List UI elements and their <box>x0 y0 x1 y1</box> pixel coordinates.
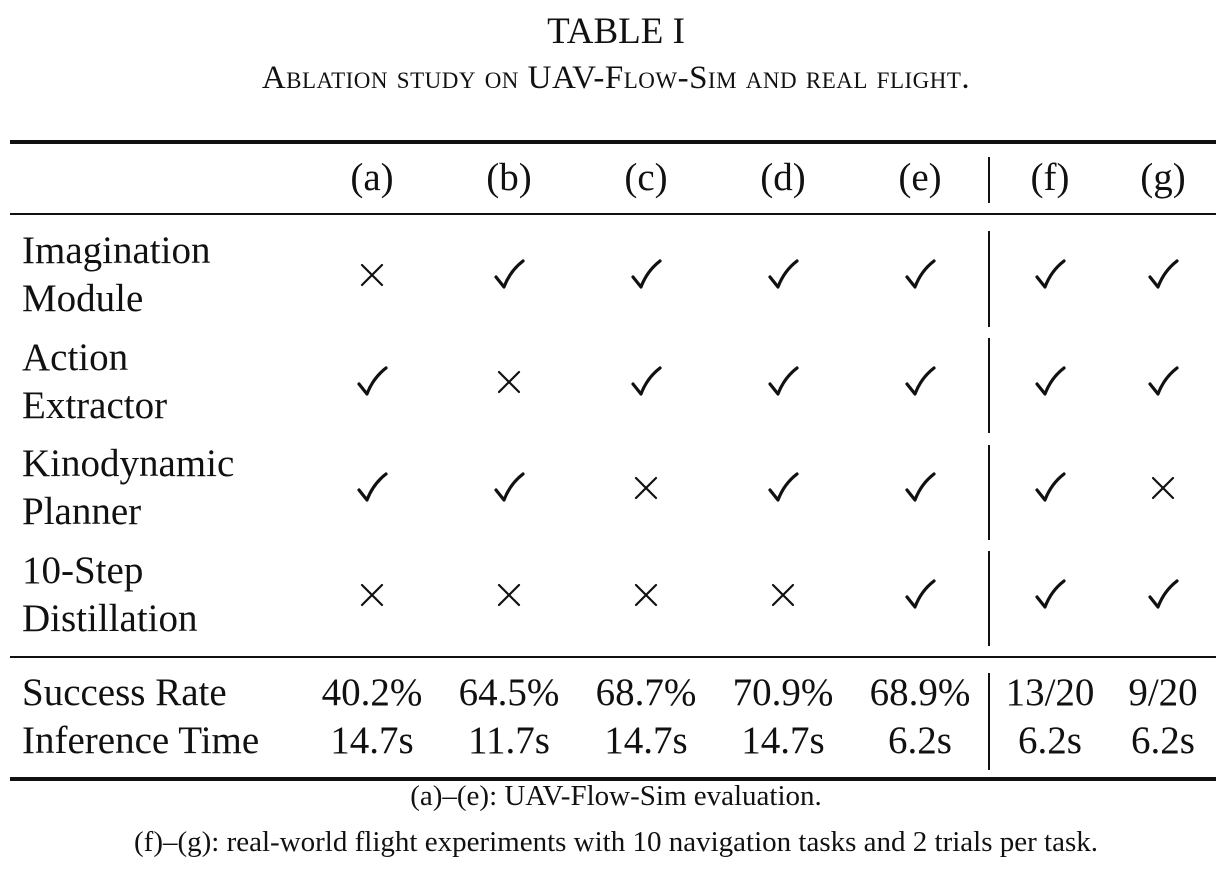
metric-value: 40.2% <box>321 671 423 714</box>
metric-value: 14.7s <box>741 719 825 762</box>
header-rule <box>10 213 1216 215</box>
cross-icon <box>496 582 522 613</box>
check-icon <box>355 365 389 404</box>
check-icon <box>355 471 389 510</box>
column-separator <box>988 338 990 433</box>
column-separator <box>988 673 990 770</box>
metric-value: 70.9% <box>732 671 834 714</box>
check-icon <box>1033 365 1067 404</box>
cross-icon <box>1150 475 1176 506</box>
check-icon <box>766 471 800 510</box>
check-icon <box>1033 258 1067 297</box>
column-separator <box>988 231 990 327</box>
column-header: (e) <box>898 156 942 199</box>
metrics-rule <box>10 656 1216 658</box>
cross-icon <box>496 369 522 400</box>
row-label: 10-Step <box>22 549 144 592</box>
footnote-sim: (a)–(e): UAV-Flow-Sim evaluation. <box>410 780 822 812</box>
row-label: Kinodynamic <box>22 442 235 485</box>
check-icon <box>1033 578 1067 617</box>
check-icon <box>903 578 937 617</box>
check-icon <box>903 365 937 404</box>
table-bottom-rule <box>10 777 1216 781</box>
column-separator <box>988 445 990 540</box>
cross-icon <box>359 582 385 613</box>
metric-value: 11.7s <box>468 719 550 762</box>
check-icon <box>1146 365 1180 404</box>
metric-value: 13/20 <box>1005 671 1095 714</box>
check-icon <box>903 258 937 297</box>
column-header: (c) <box>624 156 668 199</box>
check-icon <box>492 471 526 510</box>
row-label: Extractor <box>22 384 168 427</box>
column-separator <box>988 157 990 203</box>
column-separator <box>988 551 990 646</box>
cross-icon <box>770 582 796 613</box>
metric-value: 6.2s <box>1018 719 1082 762</box>
metric-value: 68.9% <box>869 671 971 714</box>
row-label: Module <box>22 277 144 320</box>
table-caption-subtitle: Ablation study on UAV-Flow-Sim and real … <box>261 60 971 96</box>
row-label: Action <box>22 336 129 379</box>
column-header: (d) <box>760 156 806 199</box>
row-label: Distillation <box>22 597 198 640</box>
check-icon <box>1146 258 1180 297</box>
check-icon <box>1033 471 1067 510</box>
metric-value: 64.5% <box>458 671 560 714</box>
check-icon <box>629 365 663 404</box>
metric-value: 6.2s <box>1131 719 1195 762</box>
metric-value: 14.7s <box>604 719 688 762</box>
cross-icon <box>359 262 385 293</box>
column-header: (f) <box>1030 156 1070 199</box>
table-caption-title: TABLE I <box>547 11 685 52</box>
check-icon <box>629 258 663 297</box>
check-icon <box>766 365 800 404</box>
check-icon <box>766 258 800 297</box>
metric-value: 68.7% <box>595 671 697 714</box>
metric-label: Inference Time <box>22 719 260 762</box>
check-icon <box>1146 578 1180 617</box>
column-header: (b) <box>486 156 532 199</box>
column-header: (g) <box>1140 156 1186 199</box>
metric-value: 14.7s <box>330 719 414 762</box>
check-icon <box>903 471 937 510</box>
cross-icon <box>633 475 659 506</box>
check-icon <box>492 258 526 297</box>
cross-icon <box>633 582 659 613</box>
row-label: Imagination <box>22 229 211 272</box>
footnote-real: (f)–(g): real-world flight experiments w… <box>134 826 1098 858</box>
metric-label: Success Rate <box>22 671 227 714</box>
metric-value: 9/20 <box>1128 671 1198 714</box>
table-top-rule <box>10 140 1216 144</box>
row-label: Planner <box>22 490 142 533</box>
column-header: (a) <box>350 156 394 199</box>
metric-value: 6.2s <box>888 719 952 762</box>
